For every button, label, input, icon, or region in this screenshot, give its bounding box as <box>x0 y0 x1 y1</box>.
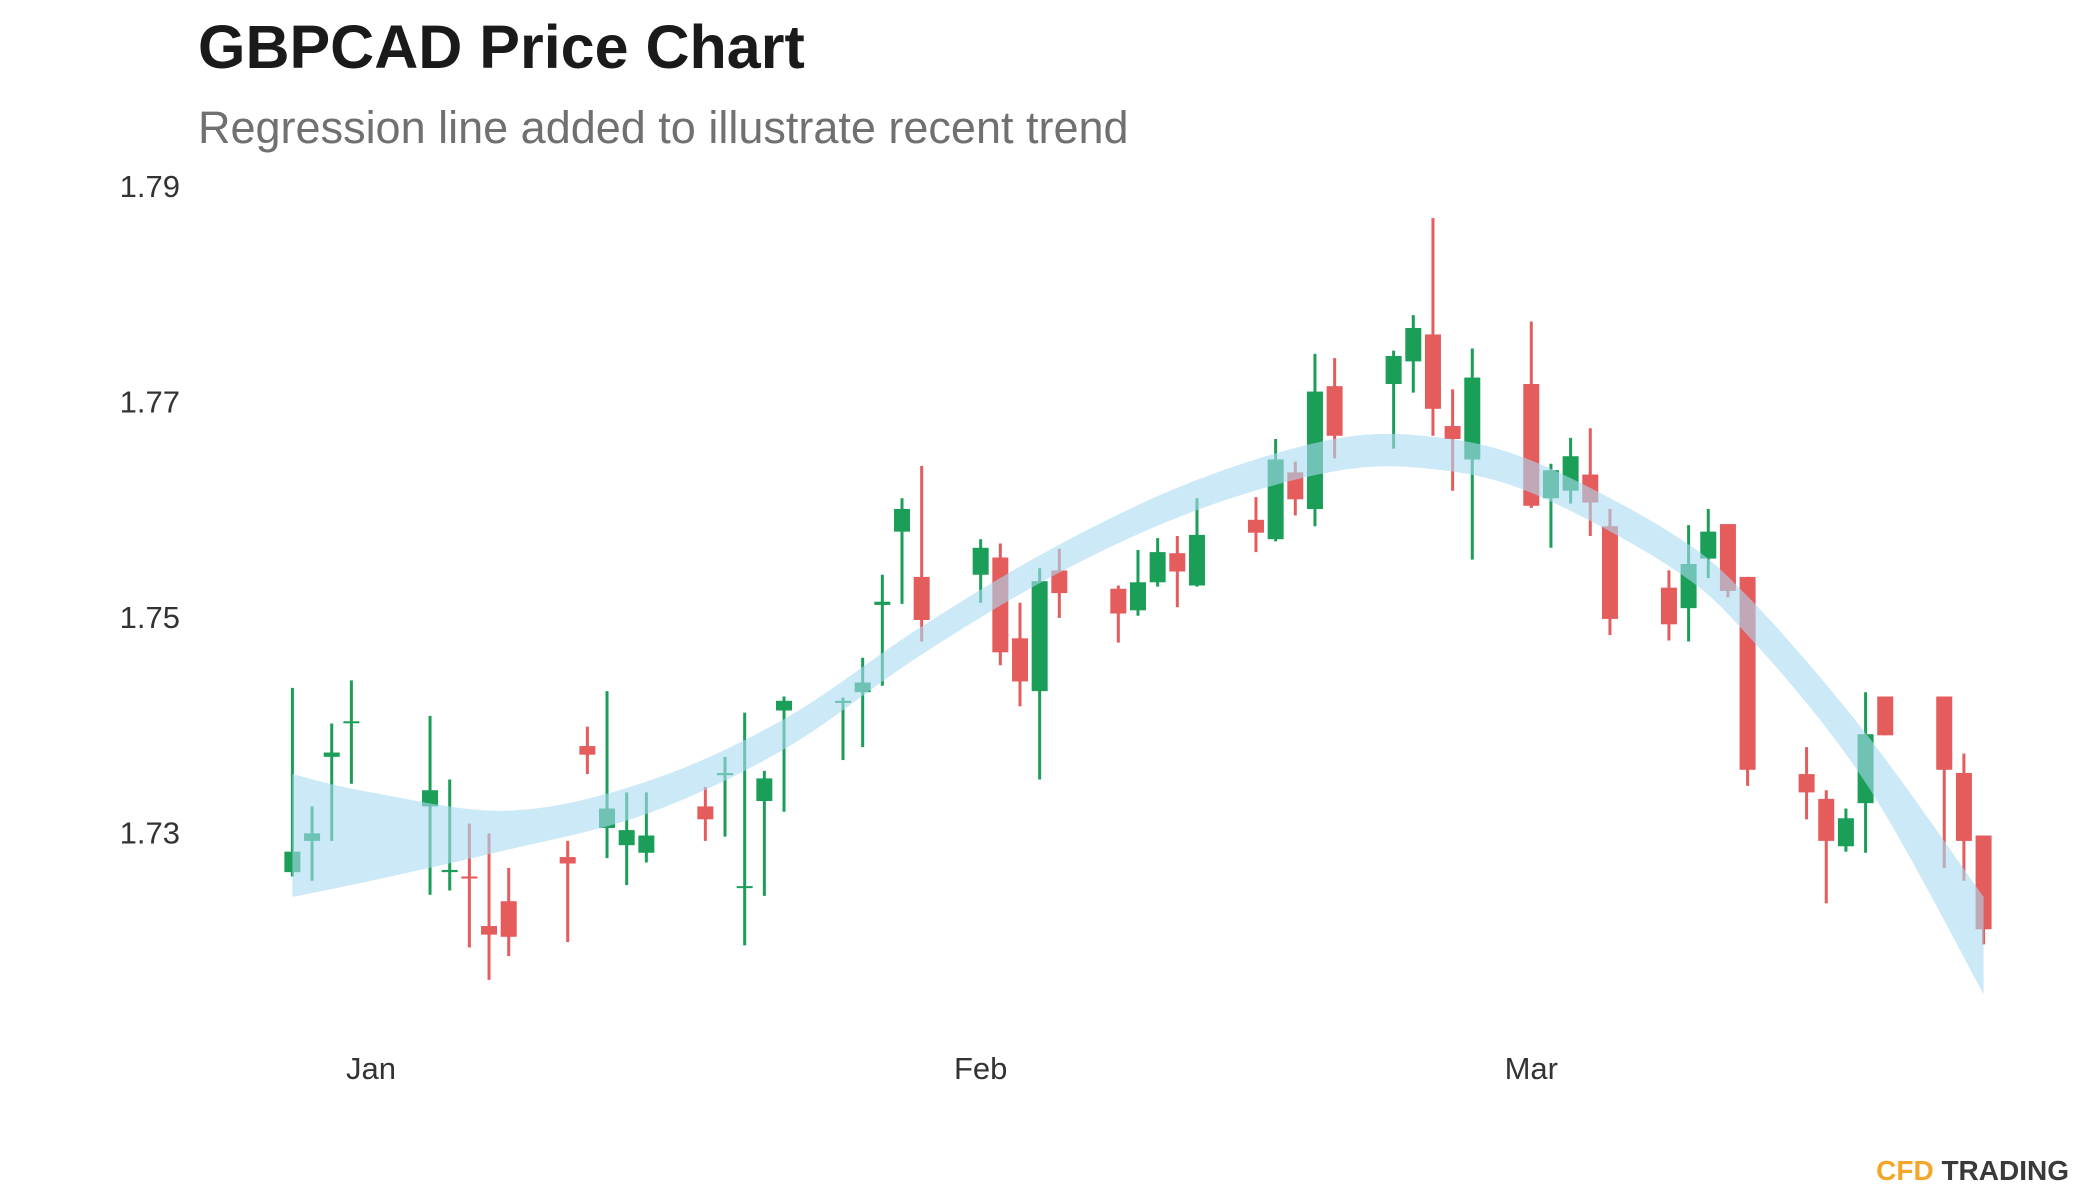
x-tick-label: Mar <box>1505 1051 1558 1086</box>
candle-body <box>579 746 596 755</box>
candle-body <box>481 926 498 935</box>
candle-body <box>1188 534 1205 586</box>
candle-body <box>618 830 635 846</box>
logo-text: TRADING <box>1941 1155 2069 1186</box>
candle-body <box>1955 773 1972 841</box>
candle-body <box>1601 526 1618 619</box>
candle-body <box>972 547 989 575</box>
candle-body <box>638 835 655 853</box>
candle-body <box>559 857 576 864</box>
candle-body <box>1424 334 1441 409</box>
x-tick-label: Feb <box>954 1051 1007 1086</box>
candle-body <box>1031 581 1048 692</box>
candle-body <box>1011 638 1028 682</box>
logo-accent: CFD <box>1876 1155 1934 1186</box>
logo: CFD TRADING <box>1876 1155 2069 1186</box>
y-tick-label: 1.73 <box>120 816 180 851</box>
chart-subtitle: Regression line added to illustrate rece… <box>198 102 1129 153</box>
candle-body <box>1110 588 1127 614</box>
candle-body <box>1700 531 1717 559</box>
y-tick-label: 1.75 <box>120 600 180 635</box>
candle-body <box>756 778 773 802</box>
candle-body <box>500 901 517 937</box>
candle-body <box>461 876 478 879</box>
candle-body <box>776 700 793 711</box>
candle-body <box>1247 519 1264 533</box>
candle-body <box>1660 587 1677 625</box>
candle-body <box>736 886 753 889</box>
candle-body <box>1169 553 1186 572</box>
candle-body <box>1129 582 1146 611</box>
candle-body <box>1818 798 1835 841</box>
y-tick-label: 1.77 <box>120 385 180 420</box>
candle-body <box>343 721 360 724</box>
candle-body <box>913 576 930 620</box>
candle-body <box>697 806 714 820</box>
candle-body <box>441 869 458 873</box>
labels-layer: 1.73 1.75 1.77 1.79 Jan Feb Mar <box>120 169 1558 1086</box>
y-tick-label: 1.79 <box>120 169 180 204</box>
candles-layer <box>284 218 1992 980</box>
candle-body <box>1405 327 1422 362</box>
candle-body <box>1149 552 1166 583</box>
candle-body <box>1444 426 1461 439</box>
candle-body <box>422 790 439 807</box>
x-tick-label: Jan <box>346 1051 396 1086</box>
candle-body <box>1936 696 1953 770</box>
chart-title: GBPCAD Price Chart <box>198 13 805 81</box>
candle-body <box>1837 818 1854 847</box>
candle-body <box>1464 377 1481 460</box>
candle-body <box>874 601 891 605</box>
candle-body <box>1385 356 1402 385</box>
candle-body <box>894 509 911 532</box>
candle-body <box>1326 386 1343 436</box>
candle-body <box>1877 696 1894 736</box>
band-layer <box>292 433 1984 994</box>
confidence-band <box>292 433 1984 994</box>
candle-body <box>1798 774 1815 793</box>
candle-body <box>1051 570 1068 594</box>
candle-body <box>323 752 340 757</box>
